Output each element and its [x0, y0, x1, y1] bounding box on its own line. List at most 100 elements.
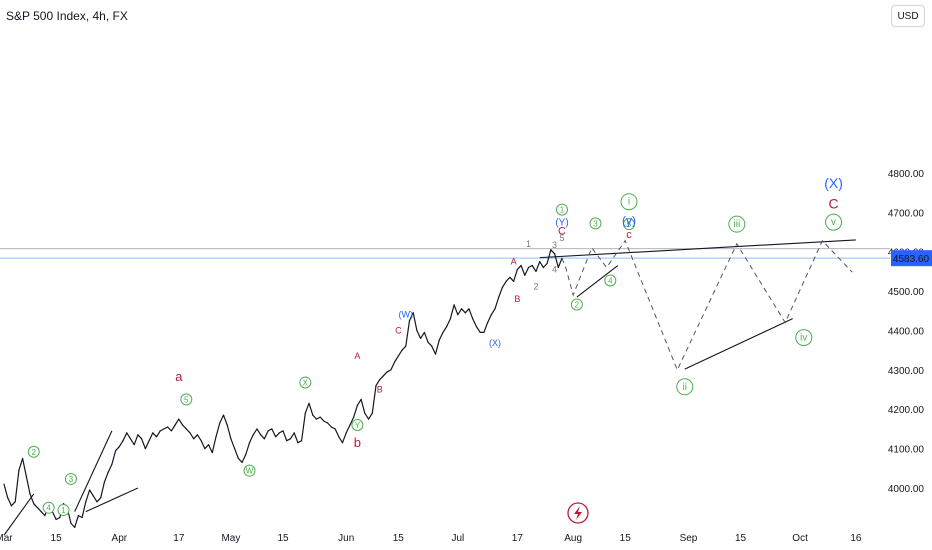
price-point	[353, 416, 355, 418]
price-point	[293, 432, 295, 434]
price-point	[62, 503, 65, 505]
price-point	[330, 426, 332, 428]
price-point	[33, 503, 35, 505]
y-tick-label: 4100.00	[888, 445, 925, 456]
wave-label-text: 1	[526, 239, 531, 249]
price-point	[386, 371, 388, 373]
price-point	[74, 526, 76, 528]
x-tick-label: 15	[735, 533, 747, 544]
wave-label-circle	[604, 274, 617, 287]
price-point	[204, 448, 206, 450]
price-point	[137, 434, 139, 436]
wave-label: A	[511, 257, 517, 267]
price-point	[25, 475, 27, 477]
wave-label-text: B	[514, 294, 520, 304]
x-tick-label: Oct	[792, 533, 808, 544]
x-tick-label: 16	[850, 533, 862, 544]
wave-label: 3	[64, 472, 77, 485]
currency-button[interactable]: USD	[891, 5, 925, 27]
price-point	[170, 430, 172, 432]
price-point	[81, 516, 83, 519]
horizontal-lines	[0, 248, 890, 259]
price-point	[148, 440, 150, 442]
price-point	[248, 442, 251, 444]
price-point	[107, 471, 109, 473]
wave-label-text: 5	[184, 395, 189, 404]
price-point	[155, 436, 158, 438]
wave-label-text: 5	[559, 233, 564, 243]
wave-label-circle	[795, 329, 813, 347]
trendline-3	[74, 430, 113, 512]
wave-label-circle	[676, 378, 694, 396]
wave-label-text: 3	[593, 219, 598, 228]
wave-label-circle	[64, 472, 77, 485]
wave-label: A	[354, 351, 360, 361]
price-point	[364, 412, 366, 414]
price-point	[111, 463, 113, 465]
price-point	[193, 438, 195, 440]
price-point	[553, 253, 556, 255]
wave-label: iii	[728, 215, 746, 233]
price-point	[468, 308, 470, 310]
price-point	[282, 430, 284, 432]
price-point	[211, 451, 213, 454]
price-point	[405, 345, 407, 347]
price-point	[289, 438, 292, 440]
price-badge-label: 4583.60	[893, 254, 930, 265]
price-point	[379, 379, 381, 381]
wave-label-circle	[42, 501, 55, 514]
trendline-0	[539, 239, 856, 259]
y-tick-label: 4800.00	[888, 169, 925, 180]
price-point	[501, 286, 504, 288]
wave-label: 3	[552, 240, 557, 250]
wave-label-circle	[180, 393, 193, 406]
price-point	[159, 430, 161, 432]
price-point	[185, 428, 187, 430]
price-point	[356, 404, 358, 406]
wave-label: (y)	[622, 214, 636, 228]
price-point	[475, 325, 478, 328]
price-point	[196, 434, 199, 436]
wave-label-text: 4	[46, 504, 51, 513]
price-point	[85, 501, 87, 503]
price-point	[360, 398, 362, 400]
trendlines	[3, 239, 856, 536]
wave-label-text: A	[511, 257, 517, 267]
price-point	[100, 497, 102, 499]
price-point	[256, 428, 258, 430]
wave-label: 3	[589, 217, 602, 230]
price-point	[412, 312, 414, 314]
price-point	[10, 505, 13, 507]
wave-label: 5	[622, 218, 635, 231]
price-point	[397, 355, 399, 357]
price-point	[301, 440, 303, 442]
price-point	[367, 418, 370, 420]
wave-label-text: C	[395, 325, 402, 335]
price-point	[14, 501, 16, 503]
wave-label: iv	[795, 329, 813, 347]
price-point	[550, 249, 552, 251]
price-axis: 4000.00 4100.00 4200.00 4300.00 4400.00 4500.…	[888, 169, 932, 495]
price-point	[338, 436, 340, 438]
wave-label: 4	[552, 264, 557, 274]
price-point	[509, 276, 511, 278]
price-point	[349, 424, 351, 426]
wave-label: 2	[570, 298, 583, 311]
wave-label-text: 3	[552, 240, 557, 250]
price-point	[327, 422, 329, 424]
price-point	[226, 424, 228, 426]
price-point	[446, 325, 448, 328]
wave-label-text: W	[246, 467, 254, 476]
x-tick-label: Jun	[338, 533, 354, 544]
wave-label: 1	[526, 239, 531, 249]
x-tick-label: 15	[393, 533, 405, 544]
wave-label-text: iv	[800, 333, 807, 344]
price-point	[334, 428, 336, 430]
wave-label: 1	[57, 504, 70, 517]
price-point	[200, 440, 202, 442]
wave-label-text: a	[175, 369, 183, 384]
lightning-icon[interactable]	[567, 502, 589, 524]
wave-label-text: (X)	[489, 338, 501, 348]
x-tick-label: Apr	[112, 533, 128, 544]
